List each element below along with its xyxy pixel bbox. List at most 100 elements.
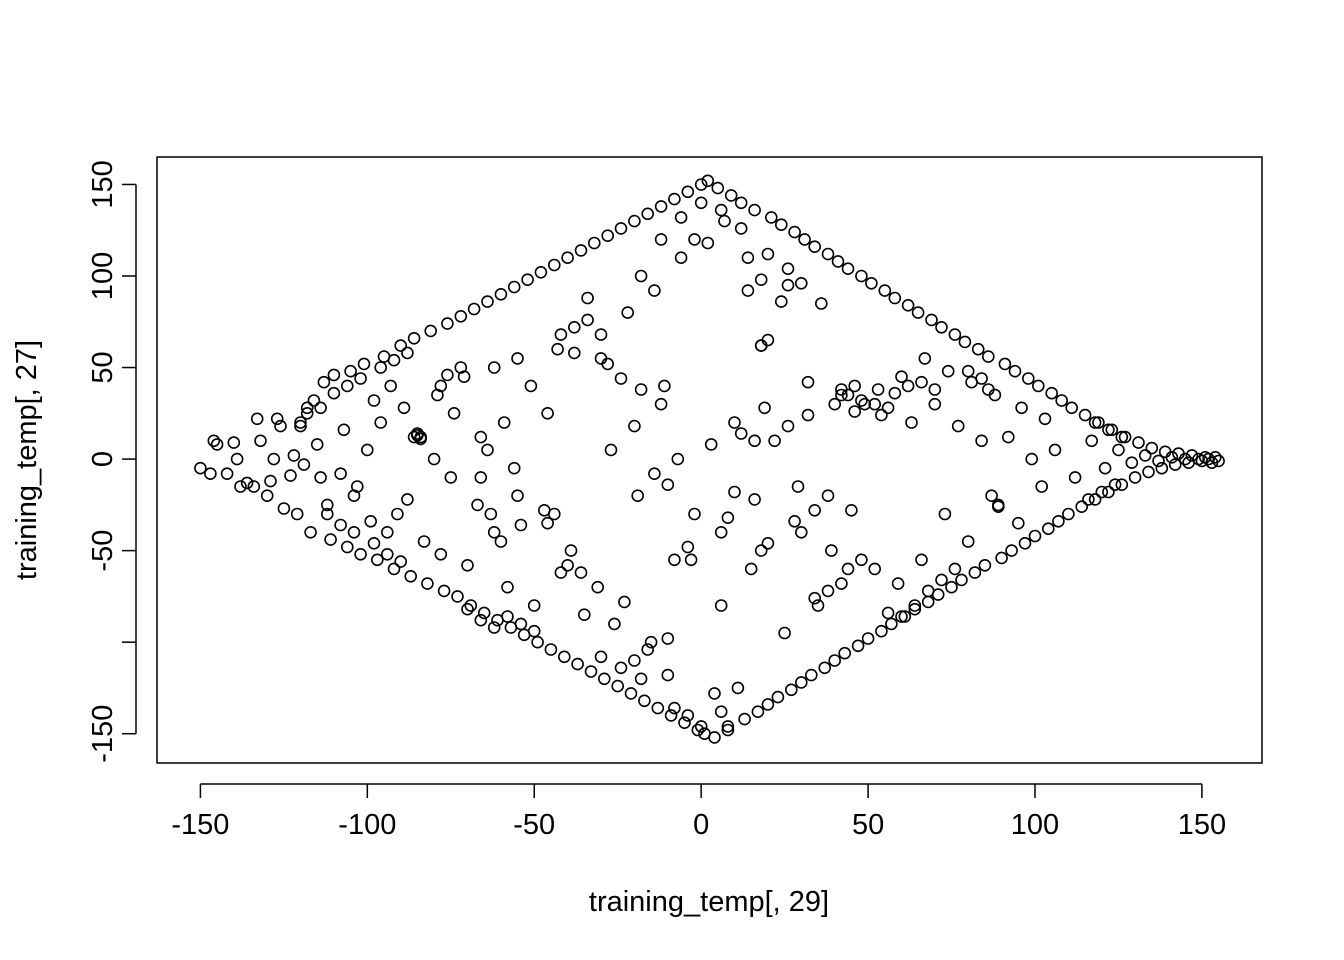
data-point — [828, 654, 842, 667]
data-point — [507, 461, 521, 475]
data-point — [1045, 386, 1058, 400]
data-point — [798, 233, 811, 246]
data-point — [1178, 452, 1192, 466]
data-point — [1078, 408, 1092, 422]
data-point — [1132, 436, 1145, 449]
data-point — [1052, 514, 1065, 528]
data-point — [718, 214, 731, 228]
data-point — [881, 401, 895, 415]
data-point — [1092, 416, 1105, 429]
data-point — [1145, 441, 1159, 455]
data-point — [481, 295, 494, 308]
data-point — [648, 284, 661, 297]
data-point — [751, 705, 765, 719]
data-point — [1152, 454, 1165, 468]
data-point — [354, 547, 367, 561]
data-point — [1042, 522, 1055, 536]
data-point — [297, 458, 311, 471]
data-point — [668, 701, 681, 715]
data-point — [1212, 454, 1225, 468]
data-point — [507, 280, 521, 294]
data-point — [878, 284, 892, 297]
data-point — [317, 375, 331, 389]
data-point — [688, 507, 701, 521]
data-point — [524, 379, 538, 393]
data-point — [828, 397, 842, 411]
data-point — [367, 536, 381, 550]
data-point — [1018, 536, 1032, 550]
data-point — [310, 438, 324, 451]
data-point — [848, 379, 862, 393]
data-point — [471, 498, 484, 512]
data-point — [1209, 450, 1222, 464]
data-point — [674, 211, 688, 224]
data-point — [674, 251, 688, 265]
data-point — [340, 540, 354, 554]
data-point — [671, 452, 685, 466]
data-point — [821, 584, 835, 598]
data-point — [835, 388, 848, 402]
data-point — [527, 599, 541, 612]
data-point — [714, 705, 728, 719]
data-point — [1048, 443, 1062, 457]
data-point — [594, 650, 608, 664]
data-point — [721, 723, 735, 737]
y-tick-label: -150 — [87, 705, 119, 763]
data-point — [871, 383, 885, 396]
data-point — [1112, 443, 1125, 457]
data-point — [908, 602, 922, 616]
data-point — [855, 553, 868, 567]
data-point — [948, 562, 962, 576]
data-point — [531, 635, 544, 649]
data-point — [300, 401, 314, 415]
data-point — [648, 467, 661, 481]
data-point — [694, 196, 708, 210]
data-point — [654, 397, 668, 411]
data-point — [194, 461, 207, 475]
data-point — [327, 386, 341, 400]
data-point — [761, 247, 775, 261]
data-point — [454, 309, 468, 323]
data-point — [567, 320, 581, 334]
data-point — [1115, 478, 1129, 492]
data-point — [391, 507, 404, 521]
data-point — [668, 553, 681, 567]
data-point — [835, 577, 848, 590]
data-point — [621, 306, 635, 319]
data-point — [337, 423, 351, 437]
data-point — [975, 434, 988, 448]
data-point — [1142, 465, 1155, 479]
data-point — [344, 364, 357, 378]
data-point — [1001, 430, 1015, 444]
data-point — [347, 525, 361, 539]
data-point — [961, 364, 975, 378]
data-point — [1055, 394, 1068, 407]
x-tick-label: -150 — [171, 809, 229, 841]
data-point — [768, 434, 781, 448]
data-point — [778, 626, 791, 640]
data-point — [614, 372, 628, 385]
data-point — [230, 452, 244, 466]
data-point — [360, 443, 374, 457]
data-point — [1028, 529, 1042, 543]
data-point — [587, 236, 601, 250]
data-point — [497, 416, 511, 429]
data-point — [905, 416, 918, 429]
data-point — [204, 467, 217, 481]
data-point — [551, 342, 564, 356]
data-point — [808, 591, 822, 605]
data-point — [808, 240, 822, 253]
data-point — [314, 471, 327, 484]
data-point — [654, 233, 668, 246]
data-point — [664, 709, 678, 722]
data-point — [290, 507, 304, 521]
data-point — [855, 269, 868, 283]
data-point — [628, 654, 641, 667]
data-point — [898, 610, 912, 623]
data-point — [1102, 485, 1115, 499]
data-point — [861, 632, 875, 645]
points-layer — [194, 174, 1225, 744]
data-point — [928, 397, 942, 411]
data-point — [628, 214, 641, 228]
data-point — [564, 544, 578, 557]
